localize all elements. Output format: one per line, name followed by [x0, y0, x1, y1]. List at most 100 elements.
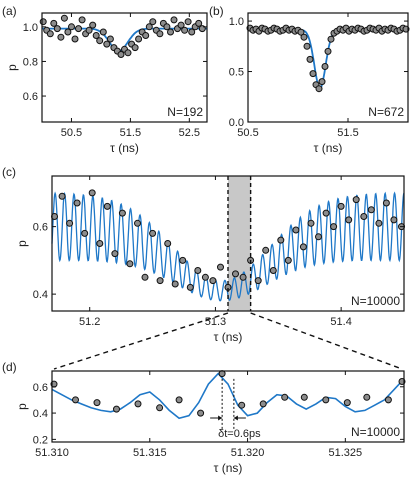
data-point	[113, 405, 120, 413]
x-tick-label: 51.320	[231, 447, 265, 459]
y-tick-label: 0.0	[229, 117, 244, 129]
data-point	[106, 35, 114, 43]
data-point	[118, 209, 126, 217]
zoom-connector-right	[250, 312, 403, 370]
data-point	[85, 26, 93, 34]
x-tick-label: 50.5	[237, 127, 258, 139]
data-point	[134, 219, 141, 227]
x-tick-label: 51.315	[133, 447, 167, 459]
data-point	[186, 283, 194, 291]
data-point	[75, 25, 82, 33]
data-point	[88, 189, 96, 197]
data-point	[384, 396, 392, 404]
x-axis-label: τ (ns)	[314, 141, 343, 155]
data-point	[201, 273, 209, 281]
data-point	[89, 21, 97, 29]
y-tick-label: 0.6	[23, 91, 38, 103]
data-point	[126, 260, 134, 268]
sample-count-label: N=672	[368, 105, 404, 119]
data-point	[50, 19, 58, 27]
data-point	[277, 236, 285, 244]
data-point	[60, 14, 68, 22]
data-point	[352, 196, 360, 204]
zoom-connector-left	[53, 312, 229, 370]
data-point	[188, 28, 196, 36]
data-point	[184, 18, 192, 26]
y-axis-label: p	[15, 403, 29, 410]
data-point	[315, 233, 322, 241]
sample-count-label: N=10000	[351, 425, 400, 439]
data-point	[81, 229, 89, 237]
y-tick-label: 0.6	[33, 222, 48, 234]
data-point	[382, 199, 390, 207]
x-axis-label: τ (ns)	[214, 330, 243, 344]
data-point	[163, 23, 171, 31]
y-tick-label: 0.8	[23, 56, 38, 68]
data-point	[194, 267, 202, 274]
data-point	[134, 400, 142, 408]
data-point	[149, 18, 157, 26]
panel-label-b: (b)	[209, 4, 224, 18]
plot-frame	[51, 175, 405, 312]
data-point	[53, 25, 61, 33]
data-point	[64, 28, 72, 36]
interval-label: δt=0.6ps	[218, 428, 261, 440]
data-point	[306, 55, 314, 63]
data-point	[284, 256, 292, 264]
data-point	[177, 21, 185, 29]
data-point	[78, 16, 86, 24]
data-point	[337, 202, 345, 210]
data-point	[360, 213, 368, 220]
data-point	[322, 396, 330, 404]
data-point	[164, 240, 172, 247]
data-point	[367, 206, 375, 214]
data-point	[96, 240, 104, 247]
data-point	[57, 33, 65, 41]
data-point	[92, 32, 100, 39]
data-point	[324, 47, 332, 55]
data-point	[93, 399, 101, 407]
data-point	[117, 51, 125, 58]
data-point	[269, 267, 277, 274]
x-tick-label: 52.5	[179, 127, 200, 139]
data-point	[315, 85, 323, 93]
data-point	[66, 219, 74, 227]
data-point	[309, 70, 317, 78]
data-point	[71, 35, 79, 43]
data-point	[217, 263, 224, 271]
data-point	[390, 216, 398, 224]
data-point	[232, 270, 239, 278]
x-tick-label: 51.4	[330, 316, 351, 328]
data-point	[156, 404, 164, 412]
y-tick-label: 1.0	[229, 16, 244, 28]
plot-frame	[247, 12, 409, 123]
y-tick-label: 0.4	[33, 408, 48, 420]
data-point	[318, 78, 326, 86]
data-point	[175, 396, 183, 404]
data-point	[363, 393, 371, 401]
plot-frame	[51, 370, 405, 443]
data-point	[103, 40, 111, 48]
plot-frame	[41, 12, 208, 123]
data-point	[343, 399, 351, 407]
x-axis-label: τ (ns)	[214, 461, 243, 475]
data-point	[68, 23, 75, 31]
x-tick-label: 51.5	[120, 127, 141, 139]
y-axis-label: p	[15, 240, 29, 247]
data-point	[103, 202, 111, 210]
sample-count-label: N=192	[167, 105, 203, 119]
data-point	[209, 277, 217, 285]
sample-count-label: N=10000	[351, 294, 400, 308]
data-point	[156, 30, 164, 38]
data-point	[321, 63, 329, 70]
data-point	[73, 199, 81, 207]
data-point	[46, 30, 54, 38]
data-point	[167, 28, 174, 36]
x-tick-label: 51.3	[205, 316, 226, 328]
panel-d: δt=0.6ps 51.310 51.315 51.320 51.325 0.2 0.4 0.…	[15, 370, 406, 475]
fit-curve	[51, 372, 405, 420]
data-point	[124, 49, 132, 57]
data-point	[156, 277, 164, 285]
data-point	[171, 280, 179, 288]
data-point	[239, 273, 247, 281]
